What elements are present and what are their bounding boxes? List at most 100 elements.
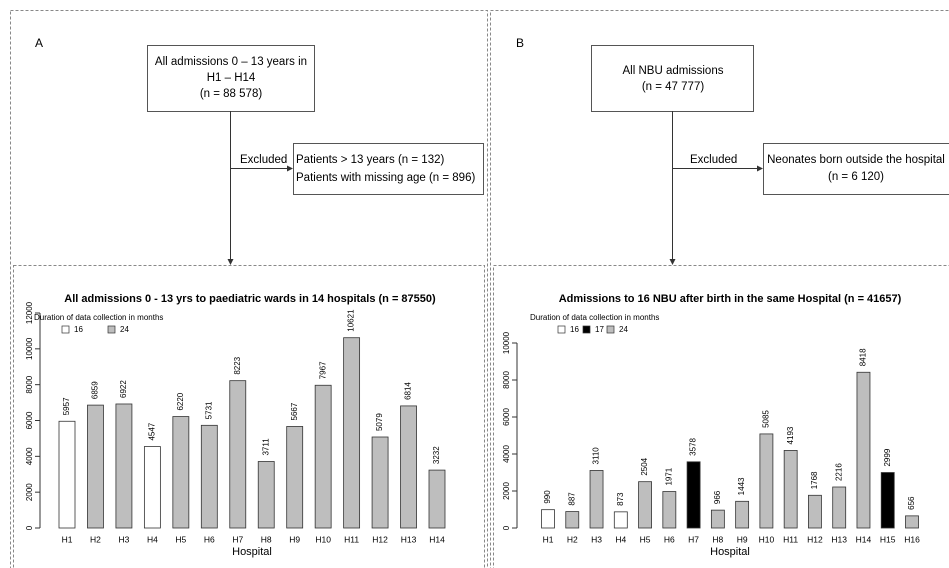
flow-text: (n = 47 777) [642,81,705,93]
value-label: 656 [907,496,916,510]
value-label: 873 [616,492,625,506]
bar [565,511,580,529]
bar [710,509,725,529]
y-tick-label: 10000 [25,337,34,360]
y-tick-label: 8000 [25,375,34,393]
x-tick-label: H4 [615,534,626,544]
value-label: 8223 [233,356,242,374]
bar [115,403,133,529]
value-label: 4547 [147,422,156,440]
flow-text: Patients > 13 years (n = 132) [296,154,444,166]
legend-label: 24 [619,325,628,334]
x-tick-label: H13 [831,534,847,544]
panel-label: B [516,36,524,50]
y-tick-label: 6000 [502,408,511,426]
x-tick-label: H9 [737,534,748,544]
flow-box [763,143,949,195]
x-tick-label: H11 [783,534,798,544]
value-label: 3110 [592,447,601,465]
x-tick-label: H12 [807,534,823,544]
y-tick-label: 0 [25,525,34,530]
value-label: 966 [713,490,722,504]
x-tick-label: H7 [688,534,699,544]
y-tick-label: 0 [502,525,511,530]
x-axis-label: Hospital [710,546,750,558]
x-tick-label: H2 [90,534,101,544]
value-label: 6220 [176,392,185,410]
bar [905,515,919,529]
value-label: 3711 [261,438,270,456]
x-tick-label: H2 [567,534,578,544]
x-tick-label: H7 [232,534,243,544]
legend-label: 24 [120,325,129,334]
chart-title: Admissions to 16 NBU after birth in the … [559,293,902,305]
value-label: 2999 [883,448,892,466]
bar [783,450,798,529]
value-label: 1768 [810,471,819,489]
legend-label: 17 [595,325,604,334]
flow-text: Excluded [690,154,737,166]
x-tick-label: H5 [640,534,651,544]
x-tick-label: H16 [904,534,920,544]
bar [541,509,555,529]
x-tick-label: H14 [429,534,445,544]
bar [613,511,628,529]
value-label: 5085 [762,410,771,428]
flow-text: (n = 88 578) [200,88,263,100]
value-label: 1971 [664,467,673,485]
bar [200,424,218,529]
value-label: 2504 [640,457,649,475]
x-tick-label: H3 [118,534,129,544]
bar [735,500,750,529]
value-label: 3578 [689,437,698,455]
y-tick-label: 2000 [502,482,511,500]
value-label: 4193 [786,426,795,444]
value-label: 2216 [834,463,843,481]
bar [257,461,275,529]
value-label: 887 [567,492,576,506]
bar [638,481,652,529]
value-label: 3232 [432,446,441,464]
value-label: 990 [543,490,552,504]
chart-b-border [493,265,949,568]
legend-title: Duration of data collection in months [34,313,163,322]
x-tick-label: H6 [664,534,675,544]
x-tick-label: H13 [401,534,417,544]
bar [343,337,361,529]
value-label: 10621 [347,309,356,332]
x-tick-label: H6 [204,534,215,544]
flow-text: All admissions 0 – 13 years in [155,56,307,68]
flow-box [293,143,484,195]
value-label: 5957 [62,397,71,415]
x-tick-label: H8 [712,534,723,544]
value-label: 6922 [119,380,128,398]
x-tick-label: H14 [856,534,872,544]
x-tick-label: H8 [261,534,272,544]
x-axis-label: Hospital [232,546,272,558]
bar [229,380,247,529]
value-label: 6814 [404,382,413,400]
flow-box [147,45,315,112]
x-tick-label: H10 [759,534,775,544]
flow-text: Excluded [240,154,287,166]
value-label: 8418 [859,348,868,366]
bar [428,469,446,529]
value-label: 7967 [318,361,327,379]
value-label: 5667 [290,402,299,420]
x-tick-label: H11 [344,534,359,544]
panel-a-border [10,10,488,568]
legend-label: 16 [74,325,83,334]
x-tick-label: H12 [372,534,388,544]
y-tick-label: 4000 [25,447,34,465]
bar [759,433,774,529]
bar [58,420,76,529]
x-tick-label: H4 [147,534,158,544]
x-tick-label: H9 [289,534,300,544]
bar [371,436,389,529]
bar [880,472,895,529]
legend-swatch [606,325,615,334]
bar [400,405,417,529]
bar [87,404,104,529]
bar [808,494,822,529]
